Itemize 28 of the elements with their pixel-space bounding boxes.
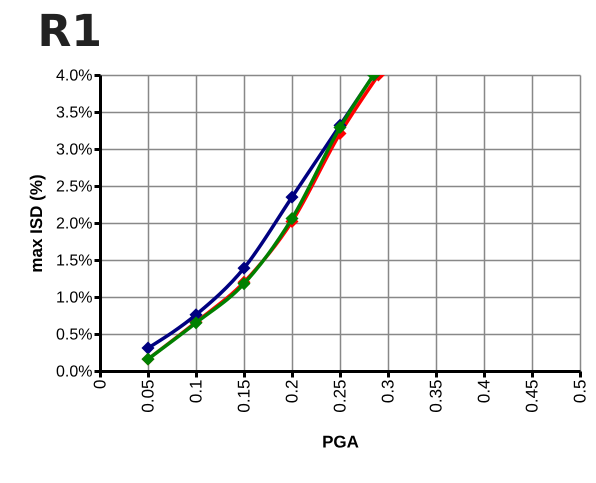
y-tick-label: 2.0%	[56, 216, 92, 232]
y-axis-title: max ISD (%)	[27, 174, 46, 273]
x-tick-label: 0.5	[570, 380, 590, 404]
point	[285, 190, 299, 204]
x-axis-title: PGA	[322, 432, 359, 452]
x-tick-label: 0	[90, 380, 110, 389]
y-tick-label: 4.0%	[56, 68, 92, 84]
y-tick-label: 0.0%	[56, 364, 92, 380]
point	[237, 262, 251, 275]
x-tick-label: 0.4	[474, 380, 494, 404]
y-tick-label: 1.0%	[56, 290, 92, 306]
x-tick-label: 0.1	[186, 380, 206, 404]
y-tick-label: 1.5%	[56, 252, 92, 270]
point	[333, 121, 347, 134]
y-tick-label: 2.5%	[56, 178, 92, 196]
point	[141, 342, 155, 355]
x-tick-label: 0.25	[330, 380, 350, 413]
x-tick-label: 0.15	[234, 380, 254, 413]
x-tick-label: 0.3	[378, 380, 398, 404]
point	[285, 212, 299, 226]
x-tick-label: 0.45	[522, 380, 542, 413]
y-tick-label: 3.0%	[56, 142, 92, 158]
x-tick-label: 0.05	[138, 380, 158, 413]
y-tick-label: 0.5%	[56, 326, 92, 344]
y-tick-label: 3.5%	[56, 104, 92, 122]
chart-title: R1	[38, 6, 102, 57]
x-tick-label: 0.2	[282, 380, 302, 404]
x-tick-label: 0.35	[426, 380, 446, 413]
